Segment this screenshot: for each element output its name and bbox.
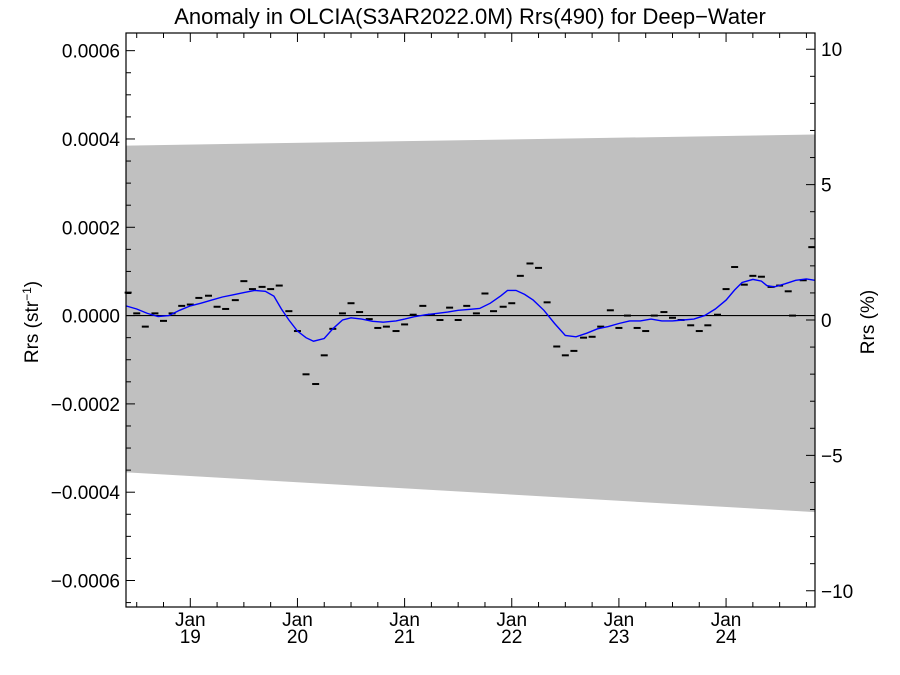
y-axis-label: Rrs (str−1) [20,281,43,363]
y-axis-label-superscript: −1 [20,287,34,301]
y-tick-label: 0.0002 [62,218,120,239]
x-tick-label-month: Jan [282,610,313,631]
x-tick-label-year: 22 [501,627,522,648]
y2-axis-label: Rrs (%) [858,290,879,354]
x-tick-label-year: 19 [180,627,201,648]
y-tick-label: −0.0006 [51,572,120,593]
uncertainty-band [126,134,815,513]
x-tick-label-month: Jan [711,610,742,631]
y-tick-label: 0.0004 [62,130,121,151]
y2-tick-label: −5 [821,446,843,467]
x-tick-label-year: 24 [715,627,737,648]
y-tick-label: 0.0006 [62,42,120,63]
chart-title: Anomaly in OLCIA(S3AR2022.0M) Rrs(490) f… [174,4,766,29]
x-tick-label-month: Jan [389,610,420,631]
y-tick-label: 0.0000 [62,307,120,328]
y2-tick-label: 0 [821,311,832,332]
y2-tick-label: 5 [821,176,832,197]
smoothed-anomaly-line [126,278,815,342]
y-tick-label: −0.0002 [51,395,120,416]
x-tick-label-month: Jan [175,610,206,631]
y2-tick-label: −10 [821,582,853,603]
x-tick-label-year: 21 [394,627,415,648]
x-tick-label-month: Jan [496,610,527,631]
plot-area: −0.0006 −0.0004 −0.0002 0.0000 0.0002 0.0004 0… [51,32,853,648]
x-tick-label-month: Jan [604,610,635,631]
x-tick-label-year: 20 [287,627,308,648]
y-axis-label-text: Rrs (str [22,300,43,363]
y-axis-label-close: ) [22,281,43,287]
y-tick-label: −0.0004 [51,483,121,504]
y2-tick-label: 10 [821,40,842,61]
x-tick-label-year: 23 [608,627,629,648]
